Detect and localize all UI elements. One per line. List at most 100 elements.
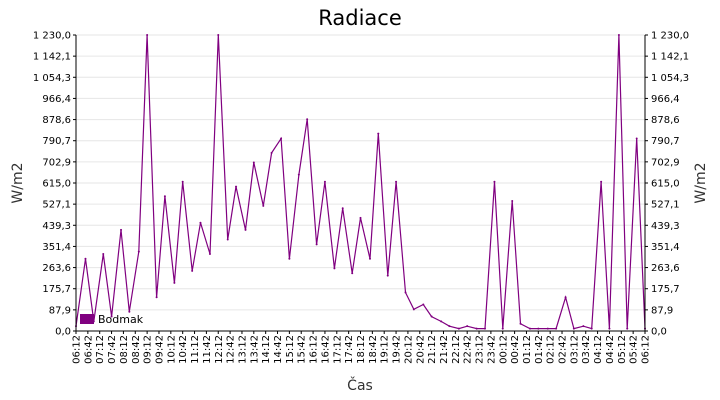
x-tick-label: 03:42 [581,335,592,364]
data-point [422,303,425,306]
data-point [519,322,522,325]
x-tick-label: 11:42 [202,335,213,364]
data-point [84,257,87,260]
y-tick-label-right: 1 054,3 [651,73,689,84]
data-point [252,161,255,164]
x-tick-label: 03:12 [569,335,580,364]
data-point [511,200,514,203]
y-tick-label-left: 966,4 [42,94,71,105]
data-point [466,325,469,328]
data-point [341,207,344,210]
data-point [110,315,113,318]
y-tick-label-left: 87,9 [49,305,71,316]
x-tick-label: 01:12 [522,335,533,364]
x-tick-label: 14:42 [273,335,284,364]
y-tick-label-right: 439,3 [651,221,680,232]
y-tick-label-right: 175,7 [651,284,680,295]
x-tick-label: 05:12 [617,335,628,364]
y-tick-label-right: 1 142,1 [651,52,689,63]
x-tick-label: 10:42 [178,335,189,364]
data-point [529,327,532,330]
data-point [626,327,629,330]
x-tick-label: 22:12 [451,335,462,364]
data-point [226,238,229,241]
data-point [564,296,567,299]
data-point [173,281,176,284]
x-tick-label: 21:42 [439,335,450,364]
y-tick-label-left: 527,1 [42,200,71,211]
data-point [262,204,265,207]
x-tick-label: 17:12 [332,335,343,364]
data-point [280,137,283,140]
x-tick-label: 20:12 [403,335,414,364]
data-point [440,320,443,323]
data-point [288,257,291,260]
y-tick-label-right: 351,4 [651,242,680,253]
data-point [359,216,362,219]
data-point [351,272,354,275]
data-point [208,252,211,255]
data-point [537,327,540,330]
data-point [493,180,496,183]
x-tick-label: 13:42 [249,335,260,364]
x-tick-label: 20:42 [415,335,426,364]
x-tick-label: 02:42 [558,335,569,364]
y-tick-label-left: 351,4 [42,242,71,253]
data-point [386,274,389,277]
data-point [555,327,558,330]
data-point [333,267,336,270]
data-point [163,195,166,198]
x-tick-label: 21:12 [427,335,438,364]
y-tick-label-left: 263,6 [42,263,71,274]
x-tick-label: 01:42 [534,335,545,364]
x-tick-label: 15:12 [285,335,296,364]
y-tick-label-left: 1 230,0 [33,31,71,42]
x-tick-label: 22:42 [463,335,474,364]
x-tick-label: 14:12 [261,335,272,364]
y-tick-label-right: 878,6 [651,115,680,126]
x-tick-label: 16:12 [309,335,320,364]
data-point [191,269,194,272]
data-point [199,221,202,224]
data-point [448,325,451,328]
data-point [244,228,247,231]
x-tick-label: 04:12 [593,335,604,364]
data-point [137,250,140,253]
grid-lines [76,34,645,332]
x-tick-label: 18:12 [356,335,367,364]
x-tick-label: 12:12 [214,335,225,364]
x-tick-label: 23:12 [475,335,486,364]
data-point [146,34,149,36]
y-axis-label-right: W/m2 [693,162,709,203]
data-point [395,180,398,183]
y-tick-label-left: 439,3 [42,221,71,232]
data-point [483,327,486,330]
x-tick-label: 09:12 [143,335,154,364]
y-tick-label-left: 1 142,1 [33,52,71,63]
x-tick-label: 08:42 [131,335,142,364]
x-tick-label: 06:42 [83,335,94,364]
x-tick-label: 11:12 [190,335,201,364]
x-tick-label: 19:12 [380,335,391,364]
x-tick-label: 06:12 [641,335,652,364]
y-tick-label-left: 0,0 [55,327,71,338]
x-tick-label: 04:42 [605,335,616,364]
y-tick-label-right: 1 230,0 [651,31,689,42]
data-point [546,327,549,330]
x-tick-label: 09:42 [154,335,165,364]
x-tick-label: 07:42 [107,335,118,364]
data-point [457,327,460,330]
data-point [501,327,504,330]
data-point [635,137,638,140]
legend-swatch [80,314,94,324]
data-point [608,327,611,330]
y-tick-label-right: 0,0 [651,327,667,338]
data-point [155,296,158,299]
data-point [368,257,371,260]
data-point [582,325,585,328]
data-point [120,228,123,231]
data-point [412,308,415,311]
y-tick-label-left: 175,7 [42,284,71,295]
x-tick-label: 18:42 [368,335,379,364]
